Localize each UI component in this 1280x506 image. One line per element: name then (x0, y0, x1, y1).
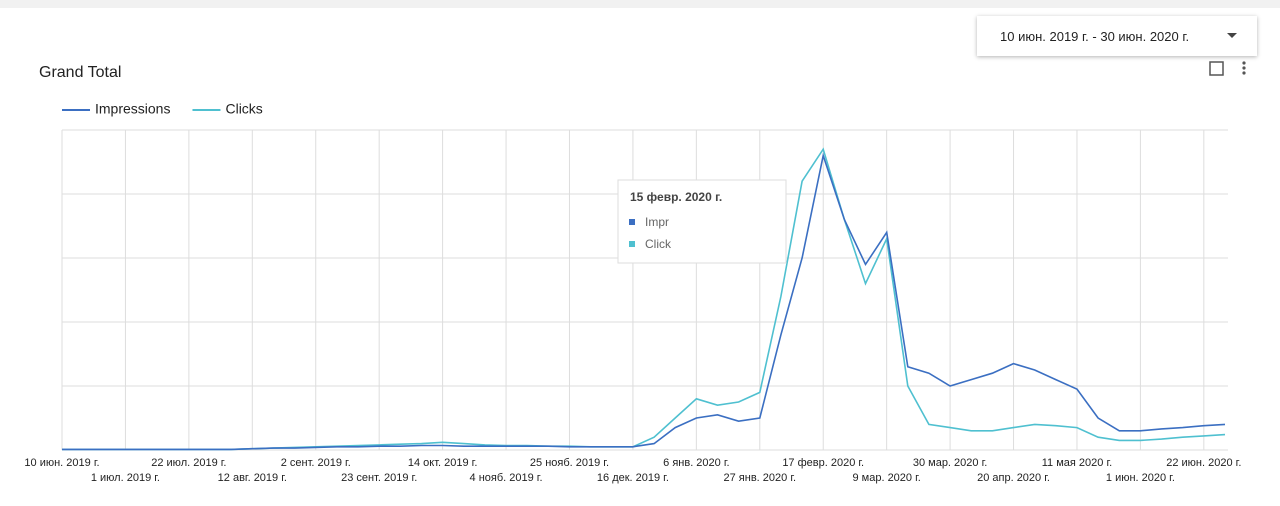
more-icon (1242, 71, 1246, 75)
x-tick-label: 14 окт. 2019 г. (408, 457, 478, 469)
legend-label: Clicks (225, 101, 262, 117)
explore-icon[interactable] (1209, 61, 1224, 76)
x-tick-label: 23 сент. 2019 г. (341, 472, 417, 484)
x-tick-label: 2 сент. 2019 г. (281, 457, 351, 469)
x-tick-label: 16 дек. 2019 г. (597, 472, 669, 484)
tooltip-swatch (629, 241, 635, 247)
x-tick-label: 1 июн. 2020 г. (1106, 472, 1175, 484)
dropdown-arrow (1227, 33, 1237, 38)
date-range: 10 июн. 2019 г. - 30 июн. 2020 г. (1000, 29, 1190, 44)
x-tick-label: 12 авг. 2019 г. (218, 472, 287, 484)
x-tick-label: 9 мар. 2020 г. (852, 472, 920, 484)
tooltip-row: Click (645, 237, 672, 251)
more-icon[interactable] (1242, 61, 1246, 65)
date-range-picker[interactable]: 10 июн. 2019 г. - 30 июн. 2020 г. (977, 16, 1257, 56)
tooltip-date: 15 февр. 2020 г. (630, 190, 722, 204)
tooltip: 15 февр. 2020 г. Impr Click (617, 179, 787, 264)
x-tick-label: 1 июл. 2019 г. (91, 472, 160, 484)
legend-label: Impressions (95, 101, 170, 117)
x-tick-label: 11 мая 2020 г. (1042, 457, 1112, 469)
tooltip-swatch (629, 219, 635, 225)
x-tick-label: 20 апр. 2020 г. (977, 472, 1050, 484)
x-tick-label: 27 янв. 2020 г. (724, 472, 797, 484)
chart-title: Grand Total (39, 64, 121, 81)
x-tick-label: 30 мар. 2020 г. (913, 457, 987, 469)
x-tick-label: 25 нояб. 2019 г. (530, 457, 609, 469)
x-tick-label: 22 июн. 2020 г. (1166, 457, 1241, 469)
chart-menu-icons (1209, 61, 1246, 76)
series-line (62, 152, 1226, 451)
x-tick-label: 22 июл. 2019 г. (151, 457, 226, 469)
x-tick-label: 6 янв. 2020 г. (663, 457, 729, 469)
tooltip-box (617, 179, 787, 264)
more-icon (1242, 66, 1246, 70)
tooltip-row: Impr (645, 215, 669, 229)
x-tick-label: 10 июн. 2019 г. (24, 457, 99, 469)
x-tick-label: 17 февр. 2020 г. (782, 457, 864, 469)
x-tick-label: 4 нояб. 2019 г. (470, 472, 543, 484)
